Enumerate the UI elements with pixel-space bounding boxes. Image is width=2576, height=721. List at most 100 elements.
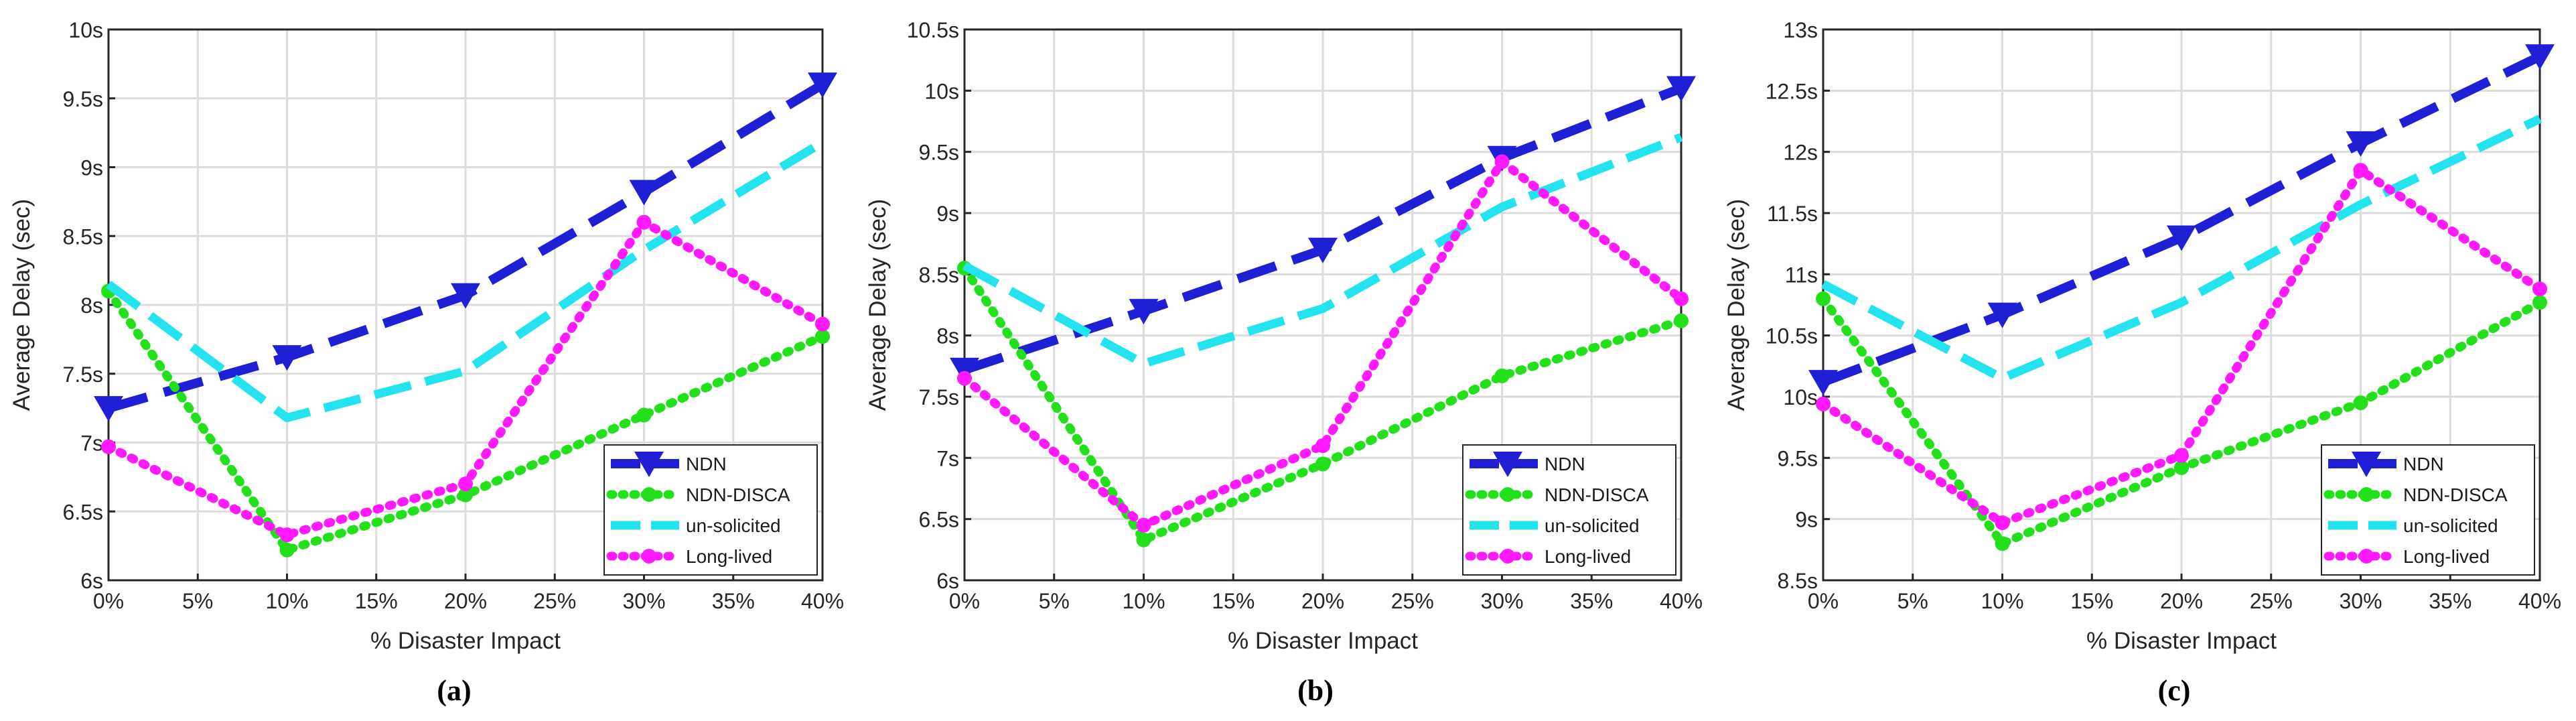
series-un-solicited — [1820, 115, 2542, 383]
legend-label-ndn-disca: NDN-DISCA — [1545, 484, 1649, 505]
data-point-ndn — [1808, 370, 1838, 396]
data-point-long-lived — [458, 476, 473, 492]
data-point-long-lived — [636, 214, 652, 230]
chart-panel-a: 6s 6.5s 7s 7.5s 8s 8.5s 9s 9.5s 10s 0% 5% 10% 15% 20%… — [9, 18, 844, 654]
y-tick-label: 6.5s — [919, 508, 959, 532]
x-tick-label: 30% — [622, 589, 665, 613]
data-point-ndn-disca — [2174, 460, 2189, 475]
legend-swatch-marker — [1493, 452, 1522, 477]
data-point-ndn — [1666, 76, 1696, 102]
y-tick-label: 6s — [80, 569, 103, 593]
legend-label-ndn: NDN — [2403, 454, 2444, 474]
x-tick-label: 25% — [533, 589, 576, 613]
x-tick-label: 20% — [1301, 589, 1344, 613]
legend-swatch-marker — [2359, 549, 2374, 564]
data-point-ndn-disca — [1136, 532, 1151, 547]
data-point-ndn — [1308, 237, 1338, 263]
data-point-long-lived — [279, 527, 295, 543]
panel-caption-c: (c) — [2157, 674, 2191, 707]
y-tick-label: 10.5s — [907, 18, 959, 42]
series-ndn-disca — [1816, 291, 2547, 551]
legend-label-un-solicited: un-solicited — [2403, 515, 2498, 536]
x-tick-label: 35% — [712, 589, 755, 613]
y-tick-label: 13s — [1783, 18, 1818, 42]
data-point-long-lived — [1136, 517, 1151, 533]
y-tick-label: 8s — [80, 293, 103, 318]
x-tick-label: 35% — [1570, 589, 1613, 613]
series-long-lived — [957, 154, 1689, 533]
y-tick-label: 10s — [68, 18, 103, 42]
data-point-ndn — [2525, 44, 2555, 70]
series-long-lived — [101, 214, 830, 543]
data-point-ndn-disca — [815, 329, 830, 344]
x-tick-label: 40% — [1660, 589, 1703, 613]
y-tick-label: 9s — [1795, 508, 1818, 532]
series-long-lived — [1816, 163, 2547, 531]
legend-label-long-lived: Long-lived — [686, 546, 772, 567]
x-tick-label: 5% — [1898, 589, 1928, 613]
y-tick-label: 9s — [936, 202, 959, 226]
data-point-long-lived — [957, 371, 972, 386]
x-tick-label: 5% — [182, 589, 213, 613]
legend-swatch-marker — [1500, 487, 1515, 502]
x-tick-label: 5% — [1039, 589, 1070, 613]
legend-label-un-solicited: un-solicited — [1545, 515, 1640, 536]
series-line-un-solicited — [962, 133, 1683, 369]
series-ndn-disca — [101, 283, 830, 558]
y-tick-label: 11.5s — [1767, 202, 1818, 226]
x-axis-label: % Disaster Impact — [1228, 628, 1418, 654]
y-tick-label: 8.5s — [919, 263, 959, 287]
data-point-ndn-disca — [1816, 291, 1831, 306]
data-point-long-lived — [101, 439, 116, 454]
panel-caption-a: (a) — [437, 674, 472, 707]
y-axis-label: Average Delay (sec) — [1723, 199, 1749, 411]
legend-swatch-marker — [2359, 487, 2374, 502]
legend-label-ndn-disca: NDN-DISCA — [686, 484, 790, 505]
y-tick-label: 12.5s — [1766, 79, 1818, 103]
series-ndn — [94, 72, 837, 422]
y-tick-label: 8.5s — [1778, 569, 1818, 593]
legend-label-long-lived: Long-lived — [2403, 546, 2490, 567]
data-point-long-lived — [1995, 515, 2010, 531]
data-point-ndn — [2167, 225, 2196, 251]
x-tick-label: 0% — [93, 589, 124, 613]
y-axis-label: Average Delay (sec) — [9, 199, 35, 411]
data-point-long-lived — [815, 316, 830, 332]
y-tick-label: 12s — [1783, 141, 1818, 165]
x-axis-label: % Disaster Impact — [370, 628, 561, 654]
data-point-long-lived — [1674, 291, 1689, 306]
data-point-ndn-disca — [1674, 313, 1689, 328]
x-tick-label: 40% — [801, 589, 844, 613]
y-tick-label: 9.5s — [919, 141, 959, 165]
series-ndn-disca — [957, 261, 1689, 547]
y-tick-label: 6s — [936, 569, 959, 593]
data-point-ndn — [272, 345, 302, 371]
data-point-long-lived — [2532, 281, 2547, 297]
series-line-ndn — [1821, 52, 2543, 387]
data-point-long-lived — [2353, 163, 2368, 178]
x-tick-label: 15% — [355, 589, 398, 613]
y-tick-label: 10.5s — [1766, 324, 1818, 348]
data-point-ndn-disca — [2353, 395, 2368, 411]
data-point-ndn-disca — [458, 487, 473, 503]
x-tick-label: 15% — [2070, 589, 2113, 613]
chart-panel-c: 8.5s 9s 9.5s 10s 10.5s 11s 11.5s 12s 12.5s 13s 0% 5… — [1723, 18, 2561, 654]
data-point-ndn — [94, 396, 123, 422]
y-tick-label: 8s — [936, 324, 959, 348]
panel-caption-b: (b) — [1297, 674, 1334, 707]
x-tick-label: 40% — [2518, 589, 2561, 613]
data-point-ndn — [950, 357, 979, 383]
axes-box — [107, 28, 824, 582]
x-tick-label: 20% — [2160, 589, 2203, 613]
data-point-long-lived — [2174, 448, 2189, 463]
x-tick-label: 30% — [2339, 589, 2382, 613]
data-point-ndn-disca — [2532, 295, 2547, 310]
legend-label-ndn: NDN — [1545, 454, 1585, 474]
legend-swatch-marker — [2352, 452, 2381, 477]
data-point-long-lived — [1315, 438, 1330, 454]
x-tick-label: 30% — [1480, 589, 1523, 613]
x-tick-label: 10% — [1122, 589, 1165, 613]
data-point-ndn-disca — [636, 407, 652, 423]
legend: NDN NDN-DISCA un-solicited Long-lived — [603, 444, 818, 576]
